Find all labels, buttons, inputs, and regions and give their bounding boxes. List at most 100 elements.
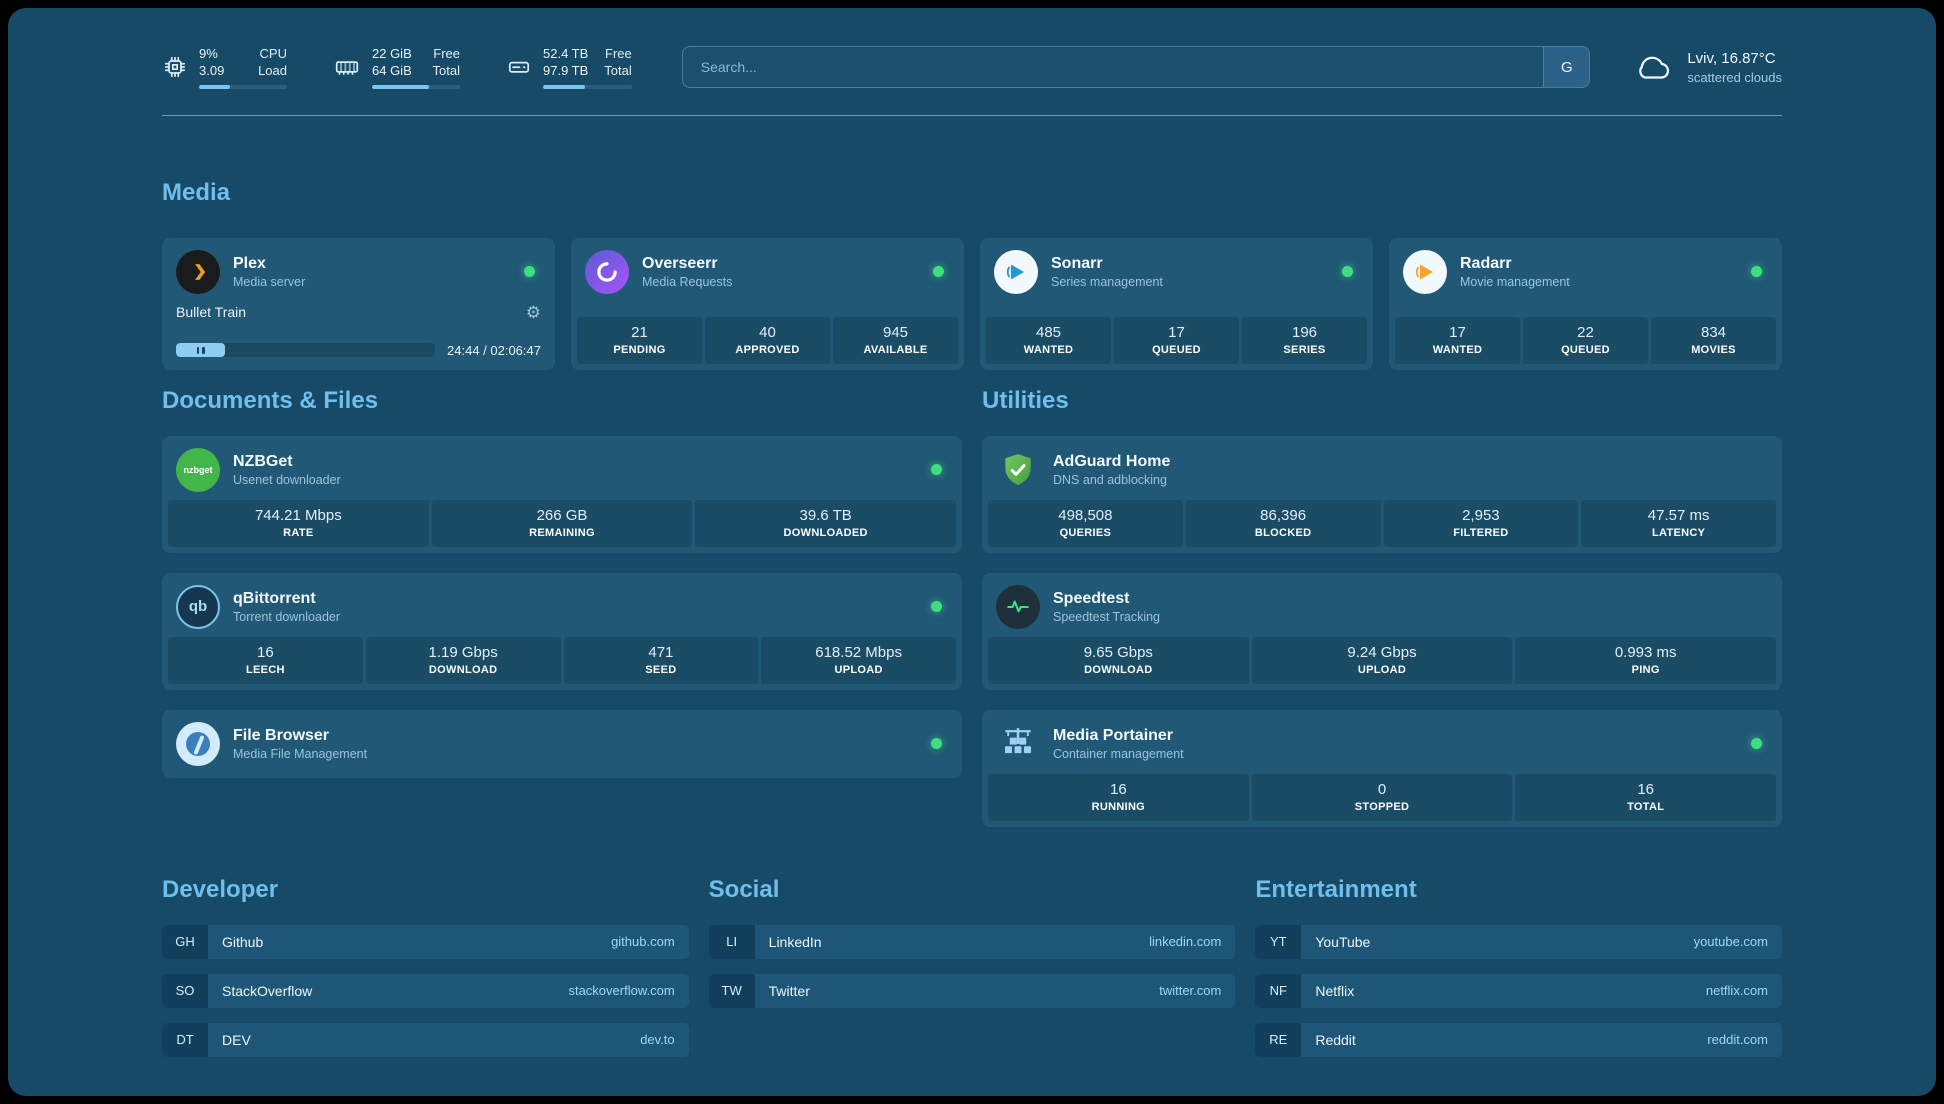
bookmark-abbr: SO <box>162 973 208 1008</box>
overseerr-icon <box>585 249 629 294</box>
bookmark-name: Netflix <box>1315 982 1355 999</box>
bookmark-linkedin[interactable]: LI LinkedIn linkedin.com <box>708 924 1236 959</box>
topbar-divider <box>162 114 1782 116</box>
stat-tile: 16 TOTAL <box>1515 773 1777 821</box>
stat-label: DOWNLOAD <box>1084 663 1153 676</box>
playback-progress-bar[interactable] <box>176 343 436 357</box>
nzbget-icon-text: nzbget <box>183 464 213 475</box>
plex-icon <box>176 249 220 294</box>
qbittorrent-card[interactable]: qb qBittorrent Torrent downloader 16 LEE… <box>162 572 962 690</box>
documents-column: Documents & Files nzbget NZBGet Usenet d… <box>162 386 962 778</box>
memory-icon <box>333 54 361 80</box>
radarr-card[interactable]: Radarr Movie management 17 WANTED 22 QUE… <box>1389 237 1782 370</box>
bookmark-name: StackOverflow <box>222 982 313 999</box>
stat-value: 86,396 <box>1260 506 1307 524</box>
stat-tile: 1.19 Gbps DOWNLOAD <box>365 636 561 684</box>
disk-free-value: 52.4 TB <box>543 46 589 61</box>
bookmark-url: stackoverflow.com <box>568 983 675 998</box>
status-dot <box>1751 738 1762 749</box>
status-dot <box>931 464 942 475</box>
cpu-icon <box>162 54 188 80</box>
radarr-icon <box>1403 249 1447 294</box>
bookmark-stackoverflow[interactable]: SO StackOverflow stackoverflow.com <box>162 973 689 1008</box>
stat-value: 0.993 ms <box>1614 643 1677 661</box>
stat-tile: 0 STOPPED <box>1251 773 1513 821</box>
app-name: AdGuard Home <box>1053 452 1171 470</box>
bookmark-abbr: NF <box>1255 973 1302 1008</box>
section-title-entertainment: Entertainment <box>1255 875 1417 903</box>
search-bar: G <box>681 46 1591 89</box>
stat-value: 16 <box>257 643 274 661</box>
memory-total-label: Total <box>432 63 460 79</box>
bookmark-name: Github <box>222 933 264 950</box>
bookmark-twitter[interactable]: TW Twitter twitter.com <box>708 973 1236 1008</box>
app-desc: Series management <box>1051 274 1163 289</box>
weather-widget[interactable]: Lviv, 16.87°C scattered clouds <box>1632 49 1782 85</box>
cloud-icon <box>1632 49 1674 85</box>
status-dot <box>931 738 942 749</box>
search-provider-button[interactable]: G <box>1543 47 1590 88</box>
portainer-card[interactable]: Media Portainer Container management 16 … <box>982 709 1782 827</box>
app-name: Speedtest <box>1053 589 1130 607</box>
bookmarks-social: Social LI LinkedIn linkedin.com TW Twitt… <box>708 875 1236 1057</box>
speedtest-card[interactable]: Speedtest Speedtest Tracking 9.65 Gbps D… <box>982 572 1782 690</box>
bookmark-abbr: TW <box>708 973 755 1008</box>
nzbget-card[interactable]: nzbget NZBGet Usenet downloader 744.21 M… <box>162 435 962 553</box>
pause-button[interactable] <box>176 343 226 357</box>
status-dot <box>931 601 942 612</box>
stat-label: BLOCKED <box>1254 526 1312 539</box>
adguard-card[interactable]: AdGuard Home DNS and adblocking 498,508 … <box>982 435 1782 553</box>
memory-progress-bar <box>372 84 460 89</box>
bookmark-reddit[interactable]: RE Reddit reddit.com <box>1255 1022 1782 1057</box>
pause-icon <box>202 346 205 354</box>
stat-tile: 9.65 Gbps DOWNLOAD <box>988 636 1249 684</box>
stat-tile: 0.993 ms PING <box>1515 636 1777 684</box>
stat-label: TOTAL <box>1627 800 1665 813</box>
status-dot <box>524 266 535 277</box>
cpu-progress-bar <box>199 84 287 89</box>
bookmark-abbr: RE <box>1255 1022 1302 1057</box>
app-name: File Browser <box>233 726 330 744</box>
stat-value: 2,953 <box>1462 506 1500 524</box>
bookmark-dev[interactable]: DT DEV dev.to <box>162 1022 689 1057</box>
stat-tile: 266 GB REMAINING <box>431 499 693 547</box>
bookmark-github[interactable]: GH Github github.com <box>162 924 689 959</box>
app-desc: Media Requests <box>642 274 733 289</box>
plex-card[interactable]: Plex Media server Bullet Train ⚙ <box>162 237 555 370</box>
bookmark-name: DEV <box>222 1031 251 1048</box>
section-title-documents: Documents & Files <box>162 386 379 414</box>
search-input[interactable] <box>682 47 1544 88</box>
stat-tile: 485 WANTED <box>986 316 1111 364</box>
bookmark-abbr: LI <box>708 924 755 959</box>
stat-tile: 744.21 Mbps RATE <box>168 499 429 547</box>
stat-value: 471 <box>648 643 674 661</box>
stat-tile: 471 SEED <box>563 636 759 684</box>
stat-value: 47.57 ms <box>1647 506 1710 524</box>
stat-tile: 618.52 Mbps UPLOAD <box>761 636 956 684</box>
memory-free-label: Free <box>433 46 460 61</box>
bookmark-url: reddit.com <box>1707 1032 1768 1047</box>
bookmark-name: Reddit <box>1315 1031 1356 1048</box>
disk-free-label: Free <box>605 46 632 61</box>
bookmark-name: LinkedIn <box>768 933 822 950</box>
disk-stat-widget: 52.4 TB Free 97.9 TB Total <box>506 46 632 89</box>
stat-value: 196 <box>1291 323 1318 341</box>
filebrowser-card[interactable]: File Browser Media File Management <box>162 709 962 778</box>
stat-label: DOWNLOAD <box>428 663 498 676</box>
stat-value: 266 GB <box>536 506 588 524</box>
cpu-load-value: 3.09 <box>199 63 225 79</box>
stat-label: APPROVED <box>735 343 800 356</box>
stat-label: RATE <box>283 526 314 539</box>
bookmark-name: Twitter <box>768 982 810 999</box>
bookmark-netflix[interactable]: NF Netflix netflix.com <box>1255 973 1782 1008</box>
stat-tile: 39.6 TB DOWNLOADED <box>695 499 957 547</box>
now-playing-title: Bullet Train <box>176 304 247 320</box>
bookmark-abbr: GH <box>162 924 208 959</box>
bookmark-youtube[interactable]: YT YouTube youtube.com <box>1255 924 1782 959</box>
cpu-usage-value: 9% <box>199 46 218 61</box>
plex-player: 24:44 / 02:06:47 <box>168 339 549 364</box>
sonarr-card[interactable]: Sonarr Series management 485 WANTED 17 Q… <box>980 237 1373 370</box>
gear-icon[interactable]: ⚙ <box>525 302 541 322</box>
app-name: NZBGet <box>233 452 293 470</box>
overseerr-card[interactable]: Overseerr Media Requests 21 PENDING 40 A… <box>571 237 964 370</box>
